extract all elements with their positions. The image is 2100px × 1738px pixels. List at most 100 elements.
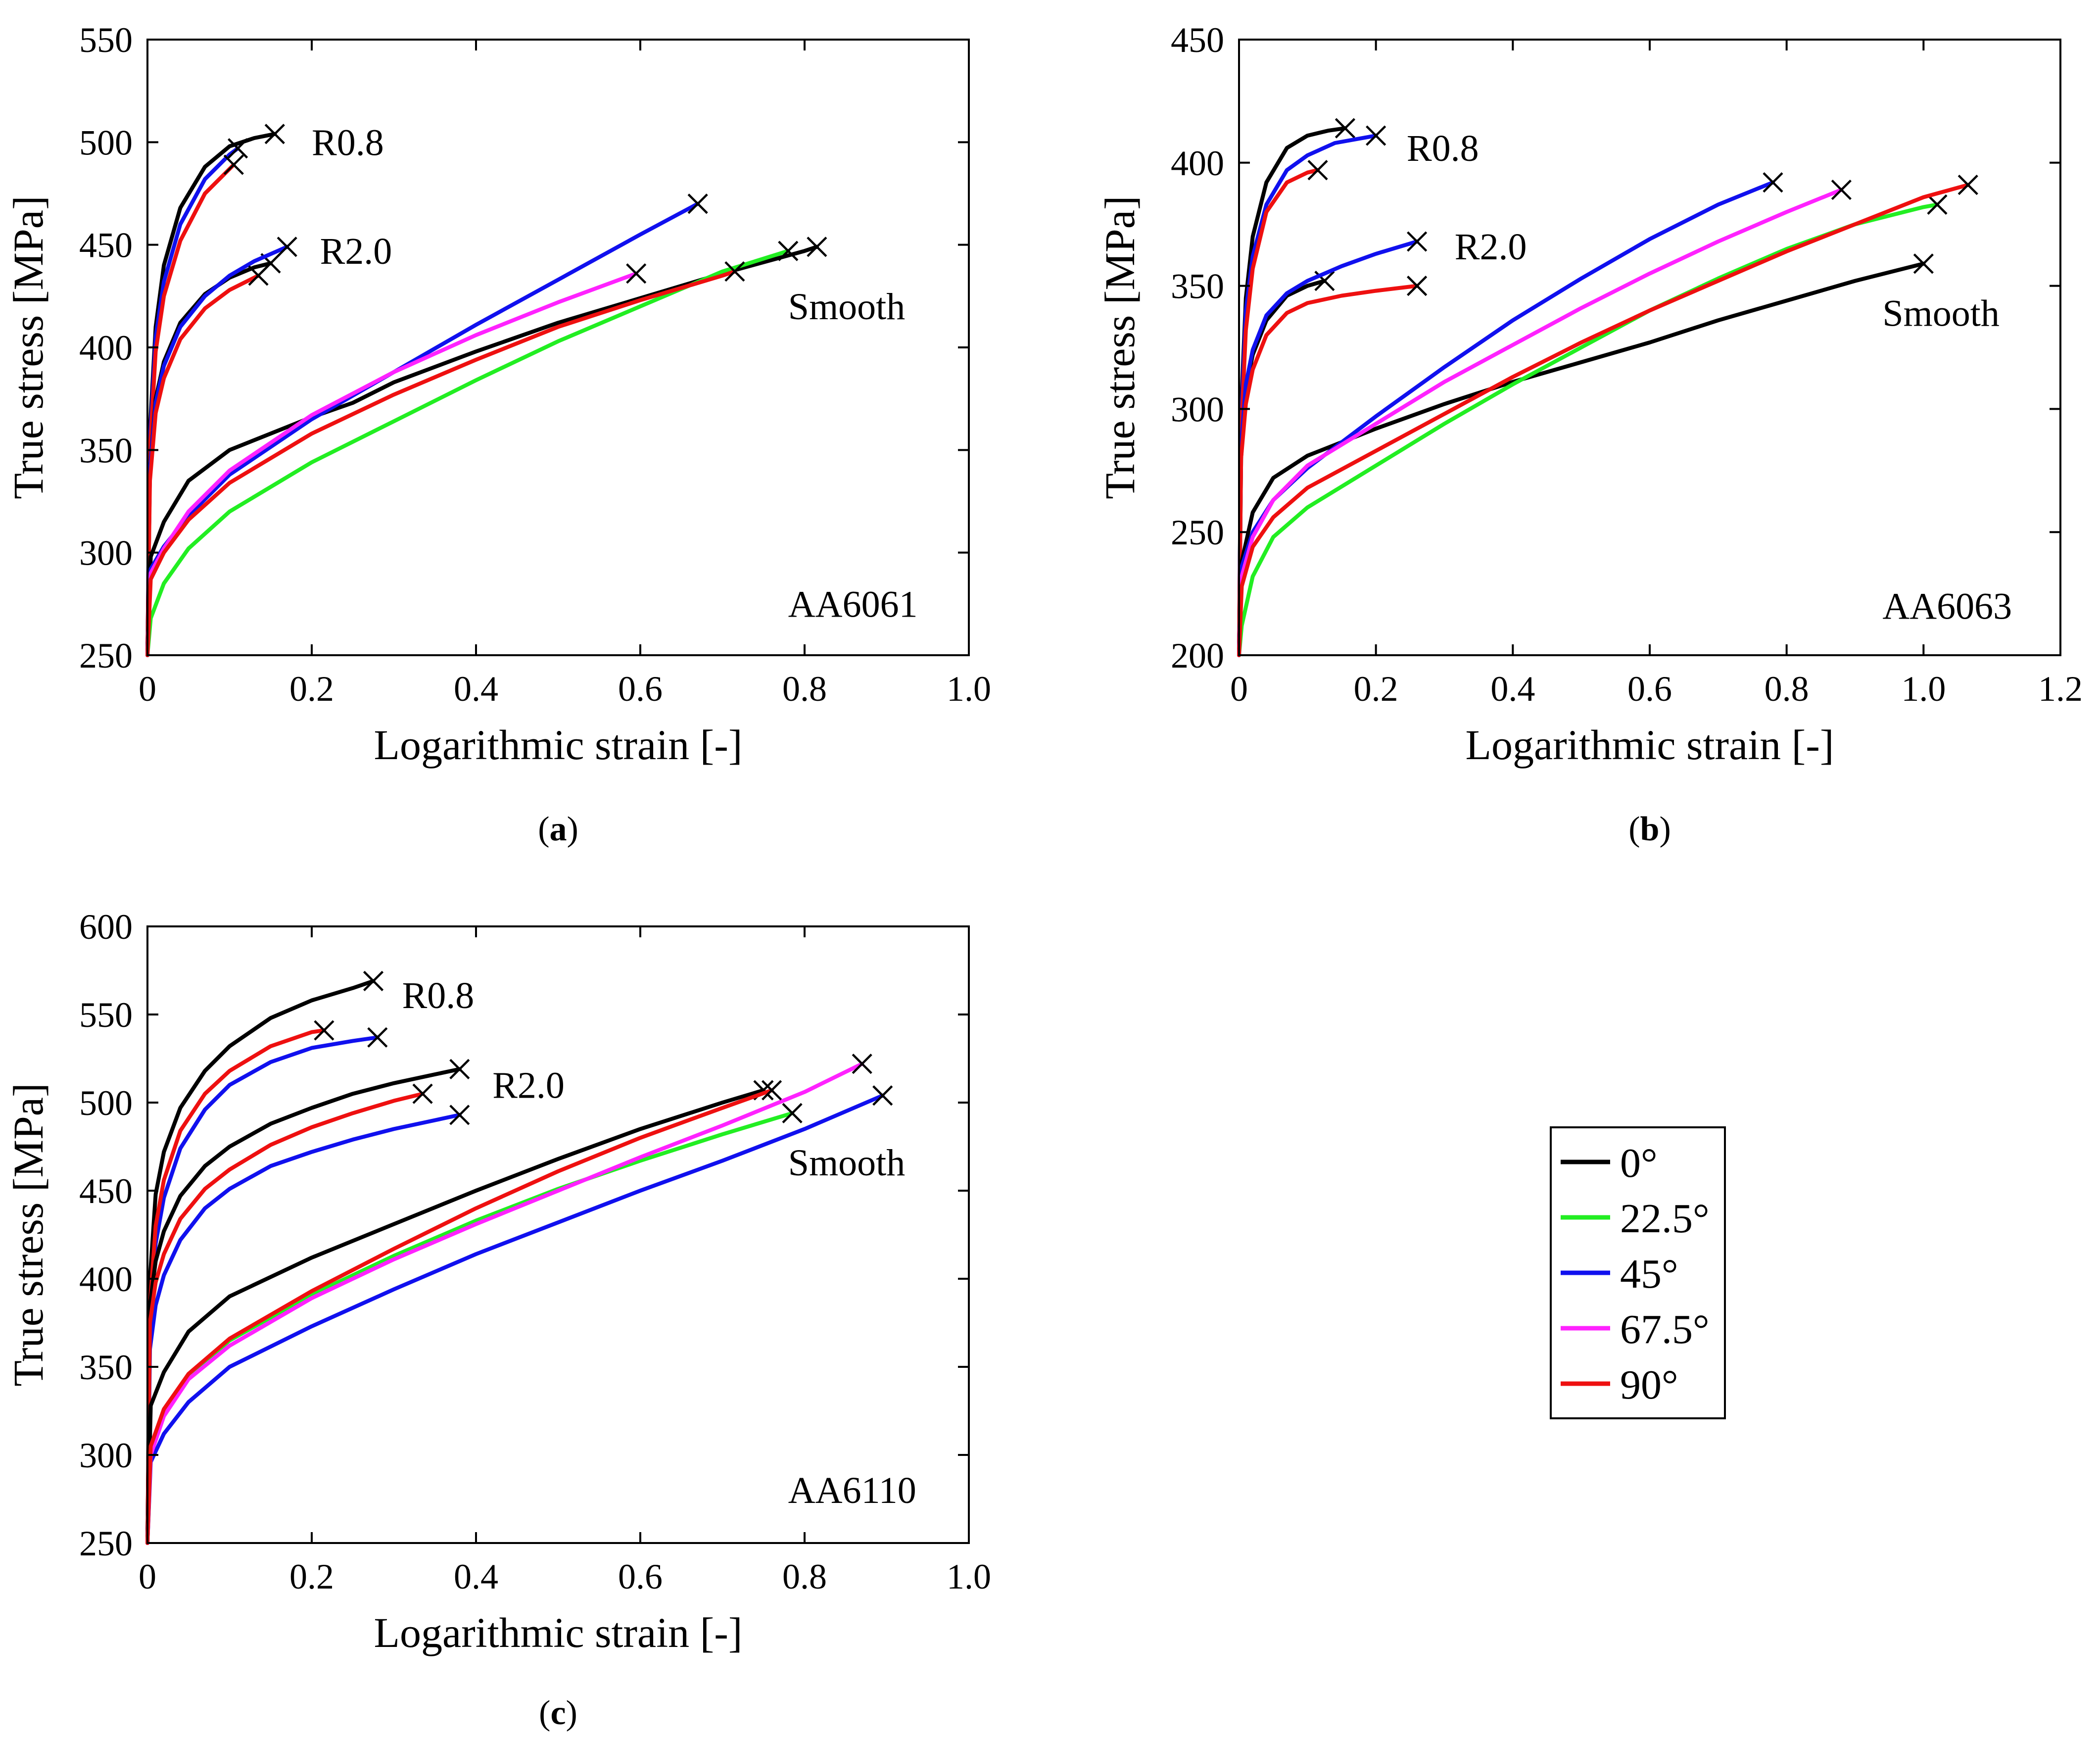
annotation-a-r08: R0.8 — [312, 122, 384, 163]
y-tick-label-c-4: 450 — [79, 1171, 133, 1211]
fracture-marker-b-1 — [1366, 125, 1386, 146]
legend-entry-1: 22.5° — [1561, 1196, 1710, 1242]
series-line-c-r20-4 — [145, 1112, 462, 1545]
fracture-marker-stroke-b — [1307, 160, 1328, 181]
y-tick-label-b-0: 200 — [1171, 636, 1224, 676]
y-tick-label-c-2: 350 — [79, 1348, 133, 1387]
y-tick-label-c-6: 550 — [79, 995, 133, 1035]
series-line-c-smooth-9 — [145, 1062, 864, 1545]
fracture-marker-stroke-b — [872, 1085, 893, 1106]
y-tick-label-c-7: 600 — [79, 907, 133, 947]
y-axis-label-b: True stress [MPa] — [1096, 195, 1144, 499]
series-line-c-r20-5 — [145, 1092, 425, 1545]
x-tick-label-c-0: 0 — [139, 1557, 156, 1596]
y-tick-label-a-3: 400 — [79, 328, 133, 368]
x-tick-label-b-5: 1.0 — [1901, 669, 1946, 709]
series-line-a-smooth-10 — [145, 269, 737, 657]
caption-letter: c — [550, 1694, 566, 1732]
fracture-marker-stroke-b — [1913, 253, 1934, 274]
fracture-marker-a-7 — [778, 241, 799, 261]
fracture-marker-a-8 — [687, 193, 708, 214]
x-tick-label-b-2: 0.4 — [1490, 669, 1535, 709]
series-line-c-smooth-8 — [145, 1093, 885, 1545]
series-line-b-smooth-6 — [1237, 261, 1926, 657]
series-line-b-r20-5 — [1237, 284, 1419, 657]
y-tick-label-b-3: 350 — [1171, 267, 1224, 306]
fracture-marker-stroke-b — [228, 138, 248, 159]
caption-a: (a) — [538, 810, 578, 848]
fracture-marker-stroke-b — [1763, 172, 1783, 193]
x-tick-label-a-1: 0.2 — [289, 669, 334, 709]
y-axis-label-a: True stress [MPa] — [4, 195, 52, 499]
x-tick-label-c-5: 1.0 — [947, 1557, 991, 1596]
fracture-marker-stroke-b — [277, 237, 297, 257]
fracture-marker-stroke-b — [223, 154, 244, 175]
y-tick-label-c-5: 500 — [79, 1083, 133, 1123]
axes-box-c — [146, 925, 970, 1544]
fracture-marker-stroke-b — [626, 263, 647, 284]
x-axis-label-a: Logarithmic strain [-] — [374, 721, 742, 769]
fracture-marker-a-2 — [223, 154, 244, 175]
fracture-marker-a-9 — [626, 263, 647, 284]
annotation-c-smooth: Smooth — [788, 1142, 906, 1184]
y-tick-label-a-6: 550 — [79, 20, 133, 60]
fracture-marker-stroke-b — [264, 124, 285, 145]
x-axis-label-b: Logarithmic strain [-] — [1465, 721, 1834, 769]
fracture-marker-b-6 — [1913, 253, 1934, 274]
legend-label-1: 22.5° — [1620, 1196, 1710, 1242]
fracture-marker-stroke-b — [1335, 118, 1356, 139]
fracture-marker-a-6 — [807, 237, 827, 257]
fracture-marker-a-10 — [724, 261, 745, 282]
y-tick-label-a-2: 350 — [79, 431, 133, 470]
y-tick-label-a-5: 500 — [79, 123, 133, 162]
fracture-marker-b-0 — [1335, 118, 1356, 139]
series-line-c-smooth-6 — [145, 1088, 765, 1545]
annotation-a-aa6061: AA6061 — [788, 583, 918, 625]
x-tick-label-a-0: 0 — [139, 669, 156, 709]
legend-label-3: 67.5° — [1620, 1306, 1710, 1352]
panel-c: 0 0.2 0.4 0.6 0.8 1.0 250 300 350 400 450 500 550 600… — [4, 907, 991, 1732]
caption-open: ( — [1628, 810, 1640, 848]
fracture-marker-a-4 — [277, 237, 297, 257]
series-line-a-smooth-7 — [145, 249, 790, 657]
x-tick-label-b-0: 0 — [1230, 669, 1248, 709]
fracture-marker-c-3 — [449, 1059, 470, 1079]
fracture-marker-stroke-b — [1957, 174, 1978, 195]
caption-close: ) — [1659, 810, 1670, 848]
fracture-marker-c-5 — [412, 1083, 433, 1104]
fracture-marker-stroke-b — [363, 970, 384, 991]
annotation-c-r20: R2.0 — [492, 1064, 565, 1106]
caption-open: ( — [539, 1694, 550, 1732]
x-tick-label-c-4: 0.8 — [782, 1557, 827, 1596]
fracture-marker-a-0 — [264, 124, 285, 145]
annotation-b-r08: R0.8 — [1407, 128, 1479, 169]
legend-entry-2: 45° — [1561, 1251, 1678, 1297]
series-line-a-r20-5 — [145, 273, 261, 657]
fracture-marker-stroke-b — [1407, 231, 1428, 252]
panel-a: 0 0.2 0.4 0.6 0.8 1.0 250 300 350 400 450 500 550 Log… — [4, 20, 991, 848]
annotation-b-aa6063: AA6063 — [1882, 585, 2012, 627]
annotation-b-smooth: Smooth — [1882, 292, 2000, 334]
fracture-marker-c-4 — [449, 1105, 470, 1125]
legend-label-2: 45° — [1620, 1251, 1678, 1297]
caption-close: ) — [567, 810, 578, 848]
fracture-marker-c-9 — [852, 1054, 872, 1074]
fracture-marker-b-5 — [1407, 276, 1428, 296]
y-tick-label-a-4: 450 — [79, 226, 133, 265]
fracture-marker-c-1 — [367, 1027, 388, 1048]
fracture-marker-a-5 — [248, 265, 269, 286]
x-tick-label-b-6: 1.2 — [2038, 669, 2083, 709]
annotation-c-aa6110: AA6110 — [788, 1470, 916, 1511]
series-line-c-r08-0 — [145, 979, 376, 1545]
x-axis-label-c: Logarithmic strain [-] — [374, 1609, 742, 1656]
x-tick-label-a-2: 0.4 — [454, 669, 498, 709]
fracture-marker-stroke-b — [1927, 194, 1948, 215]
y-tick-label-c-0: 250 — [79, 1524, 133, 1563]
caption-close: ) — [566, 1694, 577, 1732]
y-axis-label-c: True stress [MPa] — [4, 1083, 52, 1386]
fracture-marker-b-7 — [1927, 194, 1948, 215]
fracture-marker-stroke-b — [782, 1103, 803, 1123]
fracture-marker-stroke-b — [1831, 179, 1852, 200]
